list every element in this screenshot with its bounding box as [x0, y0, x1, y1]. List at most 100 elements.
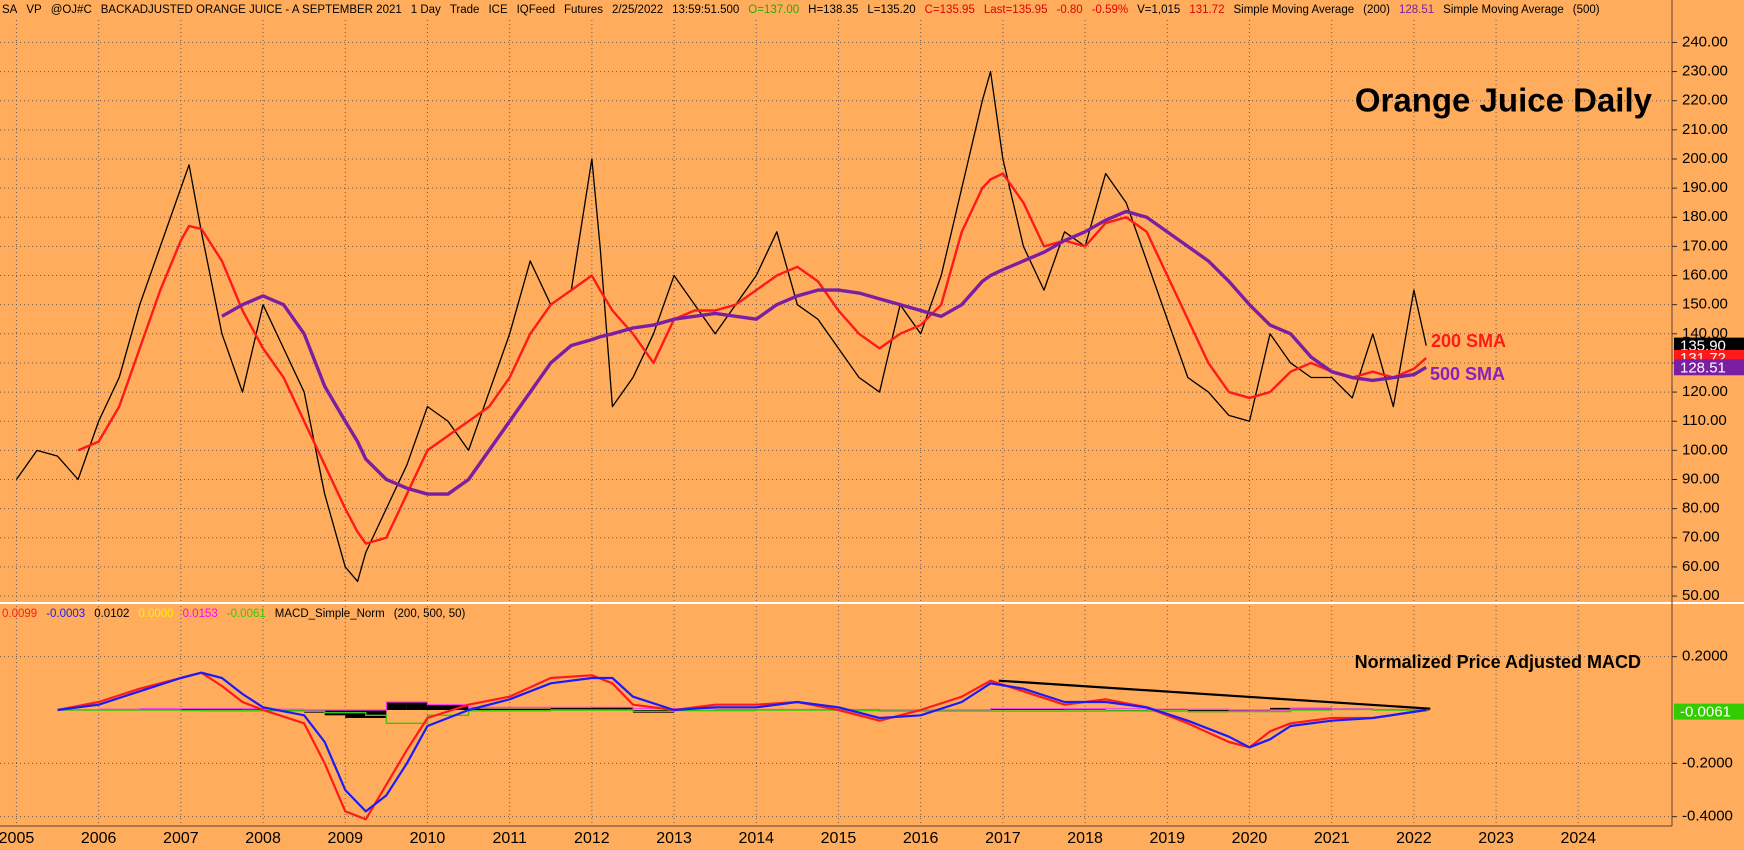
indicator-value: 0.0102 — [94, 608, 130, 620]
x-tick-label: 2020 — [1232, 830, 1268, 847]
histogram-bar — [1228, 710, 1250, 712]
x-tick-label: 2012 — [574, 830, 610, 847]
toolbar-item: 13:59:51.500 — [672, 4, 740, 16]
x-tick-label: 2021 — [1314, 830, 1350, 847]
y-tick-label: 0.2000 — [1682, 648, 1728, 665]
y-tick-label: 190.00 — [1682, 179, 1728, 196]
indicator-value: -0.0061 — [226, 608, 266, 620]
y-tick-label: 220.00 — [1682, 92, 1728, 109]
y-tick-label: -0.4000 — [1682, 808, 1733, 825]
panel-title: Normalized Price Adjusted MACD — [1355, 652, 1641, 672]
histogram-bar — [180, 708, 202, 710]
toolbar-item: 2/25/2022 — [611, 4, 664, 16]
y-tick-label: -0.2000 — [1682, 754, 1733, 771]
toolbar-item: Trade — [449, 4, 480, 16]
toolbar-item: Last=135.95 — [983, 4, 1048, 16]
histogram-bar — [1023, 708, 1065, 710]
histogram-bar — [591, 707, 613, 710]
toolbar-item: -0.59% — [1091, 4, 1129, 16]
x-tick-label: 2005 — [0, 830, 34, 847]
histogram-bar — [427, 704, 469, 710]
histogram-bar — [1270, 707, 1291, 710]
y-tick-label: 150.00 — [1682, 296, 1728, 313]
y-tick-label: 140.00 — [1682, 325, 1728, 342]
toolbar-item: ICE — [488, 4, 508, 16]
toolbar-item: BACKADJUSTED ORANGE JUICE - A SEPTEMBER … — [100, 4, 402, 16]
histogram-bar — [509, 708, 551, 710]
indicator-value: MACD_Simple_Norm — [274, 608, 385, 620]
y-tick-label: 180.00 — [1682, 208, 1728, 225]
y-tick-label: 80.00 — [1682, 500, 1720, 517]
y-tick-label: 70.00 — [1682, 529, 1720, 546]
x-tick-label: 2013 — [656, 830, 692, 847]
histogram-bar — [1064, 709, 1106, 710]
toolbar-item: -0.80 — [1056, 4, 1083, 16]
x-tick-label: 2024 — [1560, 830, 1596, 847]
toolbar-item: O=137.00 — [748, 4, 800, 16]
histogram-bar — [386, 702, 407, 710]
series-line — [57, 671, 1427, 821]
x-tick-label: 2023 — [1478, 830, 1514, 847]
toolbar-item: V=1,015 — [1137, 4, 1181, 16]
annotation: 200 SMA — [1431, 331, 1506, 351]
toolbar-item: 131.72 — [1189, 4, 1225, 16]
chart-title: Orange Juice Daily — [1355, 82, 1653, 119]
histogram-bar — [406, 702, 428, 710]
x-tick-label: 2019 — [1149, 830, 1185, 847]
y-tick-label: 120.00 — [1682, 383, 1728, 400]
histogram-bar — [221, 709, 243, 710]
toolbar-item: Simple Moving Average — [1233, 4, 1355, 16]
panel: 0.2000 -0.2000 -0.4000 -0.0061 Normalized Pr… — [0, 606, 1744, 826]
panel: 50.00 60.00 70.00 80.00 90.00 100.00 110.00 120… — [0, 20, 1744, 604]
histogram-bar — [550, 707, 592, 710]
x-tick-label: 2014 — [738, 830, 774, 847]
toolbar: SA VP @OJ#C BACKADJUSTED ORANGE JUICE - A S… — [2, 1, 1600, 19]
y-tick-label: 210.00 — [1682, 121, 1728, 138]
series-line — [221, 209, 1428, 496]
annotation: 500 SMA — [1430, 364, 1505, 384]
toolbar-item: 128.51 — [1398, 4, 1435, 16]
histogram-bar — [242, 709, 264, 710]
last-value-label: 128.51 — [1680, 359, 1726, 376]
last-value-tag — [1674, 359, 1744, 376]
indicator-value: 0.0153 — [182, 608, 218, 620]
toolbar-item: VP — [26, 4, 42, 16]
x-tick-label: 2008 — [245, 830, 281, 847]
x-tick-label: 2015 — [821, 830, 857, 847]
last-value-tag — [1674, 337, 1744, 354]
y-tick-label: 100.00 — [1682, 441, 1728, 458]
indicator-value: 0.0099 — [2, 608, 38, 620]
indicator-header: 0.0099 -0.0003 0.0102 0.0000 0.0153 -0.0061 MA… — [2, 605, 465, 623]
x-tick-label: 2022 — [1396, 830, 1432, 847]
toolbar-item: SA — [2, 4, 18, 16]
histogram-bar — [201, 709, 222, 710]
y-tick-label: 200.00 — [1682, 150, 1728, 167]
y-tick-label: 160.00 — [1682, 267, 1728, 284]
series-line — [57, 708, 1427, 725]
toolbar-item: IQFeed — [516, 4, 555, 16]
indicator-value: -0.0003 — [46, 608, 86, 620]
y-tick-label: 240.00 — [1682, 33, 1728, 50]
x-tick-label: 2010 — [410, 830, 446, 847]
toolbar-item: (200) — [1363, 4, 1390, 16]
x-tick-label: 2009 — [327, 830, 363, 847]
toolbar-item: Futures — [563, 4, 603, 16]
x-tick-label: 2017 — [985, 830, 1021, 847]
indicator-value: 0.0000 — [138, 608, 174, 620]
x-tick-label: 2007 — [163, 830, 199, 847]
indicator-value: (200, 500, 50) — [393, 608, 466, 620]
toolbar-item: 1 Day — [410, 4, 441, 16]
series-line — [77, 172, 1428, 545]
toolbar-item: H=138.35 — [808, 4, 859, 16]
toolbar-item: L=135.20 — [867, 4, 916, 16]
y-tick-label: 60.00 — [1682, 558, 1720, 575]
toolbar-item: C=135.95 — [924, 4, 975, 16]
y-tick-label: 230.00 — [1682, 63, 1728, 80]
y-tick-label: 50.00 — [1682, 587, 1720, 604]
toolbar-item: Simple Moving Average — [1443, 4, 1564, 16]
histogram-bar — [1426, 710, 1430, 711]
histogram-bar — [468, 708, 510, 710]
